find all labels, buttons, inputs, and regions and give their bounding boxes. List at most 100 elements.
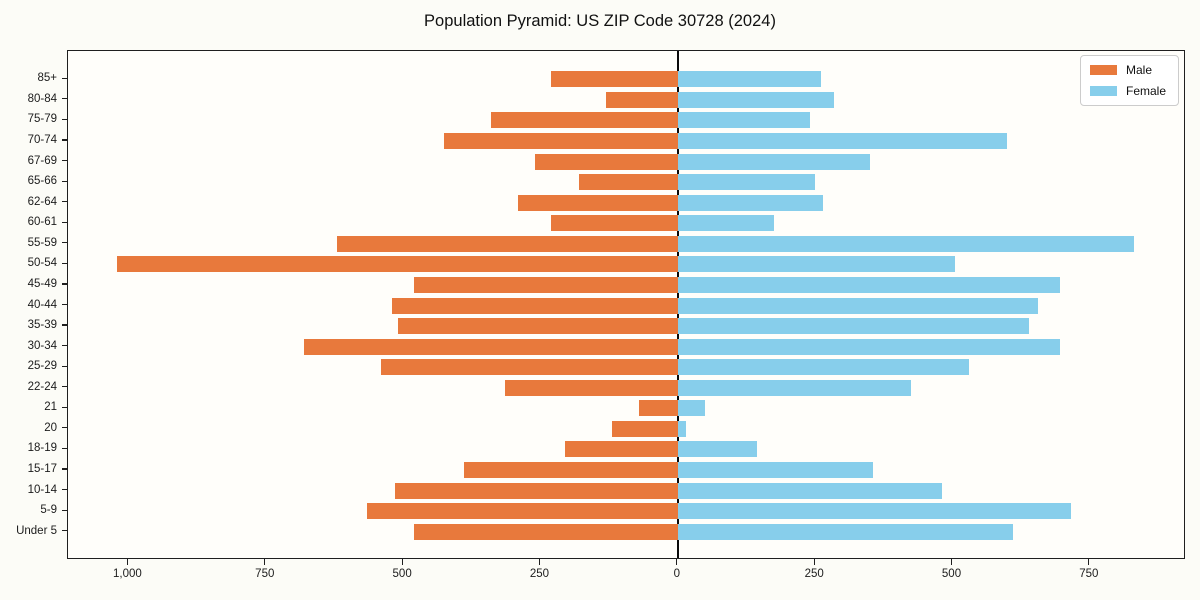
bar-female-55-59: [677, 235, 1134, 252]
y-tick-mark: [62, 262, 67, 264]
y-tick-label: 70-74: [27, 133, 57, 146]
y-tick-label: 21: [44, 401, 57, 414]
bar-male-45-49: [414, 276, 678, 293]
bar-female-20: [677, 420, 687, 437]
bar-female-30-34: [677, 338, 1060, 355]
male-swatch-icon: [1089, 65, 1117, 75]
legend-item-female: Female: [1089, 84, 1166, 98]
bar-male-65-66: [578, 174, 678, 191]
bar-female-under-5: [677, 523, 1013, 540]
legend: Male Female: [1079, 55, 1179, 106]
y-tick-label: 35-39: [27, 319, 57, 332]
bar-female-75-79: [677, 112, 810, 129]
y-tick-mark: [62, 365, 67, 367]
y-tick-mark: [62, 447, 67, 450]
bar-male-55-59: [337, 235, 678, 252]
bar-male-40-44: [392, 297, 678, 314]
legend-label-male: Male: [1125, 63, 1152, 77]
bar-female-18-19: [677, 441, 758, 458]
chart-title: Population Pyramid: US ZIP Code 30728 (2…: [424, 12, 776, 30]
y-tick-mark: [62, 221, 67, 223]
y-tick-mark: [62, 283, 67, 285]
y-tick-mark: [62, 118, 67, 120]
bar-female-22-24: [677, 379, 912, 396]
bar-female-25-29: [677, 359, 969, 376]
x-tick-label: 500: [941, 568, 962, 580]
x-tick-label: 250: [529, 568, 550, 580]
bar-male-60-61: [551, 215, 678, 232]
bar-female-35-39: [677, 318, 1030, 335]
x-tick-label: 1,000: [113, 568, 142, 580]
legend-label-female: Female: [1125, 84, 1166, 98]
bar-female-50-54: [677, 256, 956, 273]
x-tick-label: 750: [255, 568, 275, 580]
y-tick-label: 65-66: [27, 175, 57, 188]
y-tick-mark: [62, 509, 67, 511]
bar-female-67-69: [677, 153, 871, 170]
x-tick-mark: [1088, 559, 1090, 565]
y-tick-mark: [62, 406, 67, 408]
female-swatch-icon: [1089, 86, 1117, 96]
bar-female-40-44: [677, 297, 1038, 314]
y-tick-label: 40-44: [27, 298, 57, 311]
y-tick-label: 30-34: [27, 339, 57, 352]
y-tick-label: 45-49: [27, 277, 57, 290]
y-tick-label: 80-84: [27, 92, 57, 105]
y-tick-mark: [62, 201, 67, 203]
y-tick-mark: [62, 139, 67, 141]
y-tick-label: 75-79: [27, 113, 57, 126]
bar-male-75-79: [491, 112, 678, 129]
y-tick-mark: [62, 242, 67, 244]
y-tick-label: 55-59: [27, 236, 57, 249]
y-tick-label: 20: [44, 421, 57, 434]
y-tick-mark: [62, 345, 67, 347]
y-tick-label: 85+: [37, 72, 57, 85]
bar-male-5-9: [367, 503, 678, 520]
x-tick-mark: [676, 559, 678, 565]
bar-male-22-24: [504, 379, 678, 396]
x-tick-mark: [264, 559, 266, 565]
y-tick-label: 22-24: [27, 380, 57, 393]
y-tick-label: 25-29: [27, 360, 57, 373]
bar-male-70-74: [444, 132, 678, 149]
y-tick-mark: [62, 530, 67, 532]
y-tick-mark: [62, 386, 67, 388]
y-tick-label: 15-17: [27, 463, 57, 476]
y-tick-label: 67-69: [27, 154, 57, 167]
y-tick-label: 5-9: [40, 504, 57, 517]
y-tick-mark: [62, 303, 67, 306]
bar-male-50-54: [117, 256, 678, 273]
legend-item-male: Male: [1089, 63, 1166, 77]
y-tick-mark: [62, 324, 67, 326]
bar-male-21: [639, 400, 678, 417]
bar-male-25-29: [381, 359, 678, 376]
plot-area: Male Female: [67, 50, 1185, 559]
bar-male-85+: [551, 71, 678, 88]
x-tick-mark: [813, 559, 815, 565]
x-tick-label: 500: [392, 568, 412, 580]
bar-female-21: [677, 400, 706, 417]
bar-male-18-19: [565, 441, 678, 458]
y-tick-label: 50-54: [27, 257, 57, 270]
y-tick-mark: [62, 427, 67, 429]
bar-male-67-69: [534, 153, 678, 170]
y-tick-label: Under 5: [16, 524, 57, 537]
bar-female-62-64: [677, 194, 824, 211]
y-tick-label: 18-19: [27, 442, 57, 455]
y-tick-mark: [62, 488, 67, 491]
bar-female-70-74: [677, 132, 1008, 149]
y-tick-label: 10-14: [27, 483, 57, 496]
bar-male-35-39: [397, 318, 678, 335]
y-tick-mark: [62, 180, 67, 182]
bar-female-45-49: [677, 276, 1060, 293]
bar-male-10-14: [394, 482, 678, 499]
bar-male-30-34: [304, 338, 678, 355]
y-tick-mark: [62, 159, 67, 162]
x-tick-mark: [126, 559, 129, 565]
x-tick-label: 0: [673, 568, 681, 580]
y-tick-mark: [62, 468, 67, 470]
bar-female-15-17: [677, 462, 873, 479]
bar-male-62-64: [518, 194, 678, 211]
bar-male-20: [611, 420, 678, 437]
